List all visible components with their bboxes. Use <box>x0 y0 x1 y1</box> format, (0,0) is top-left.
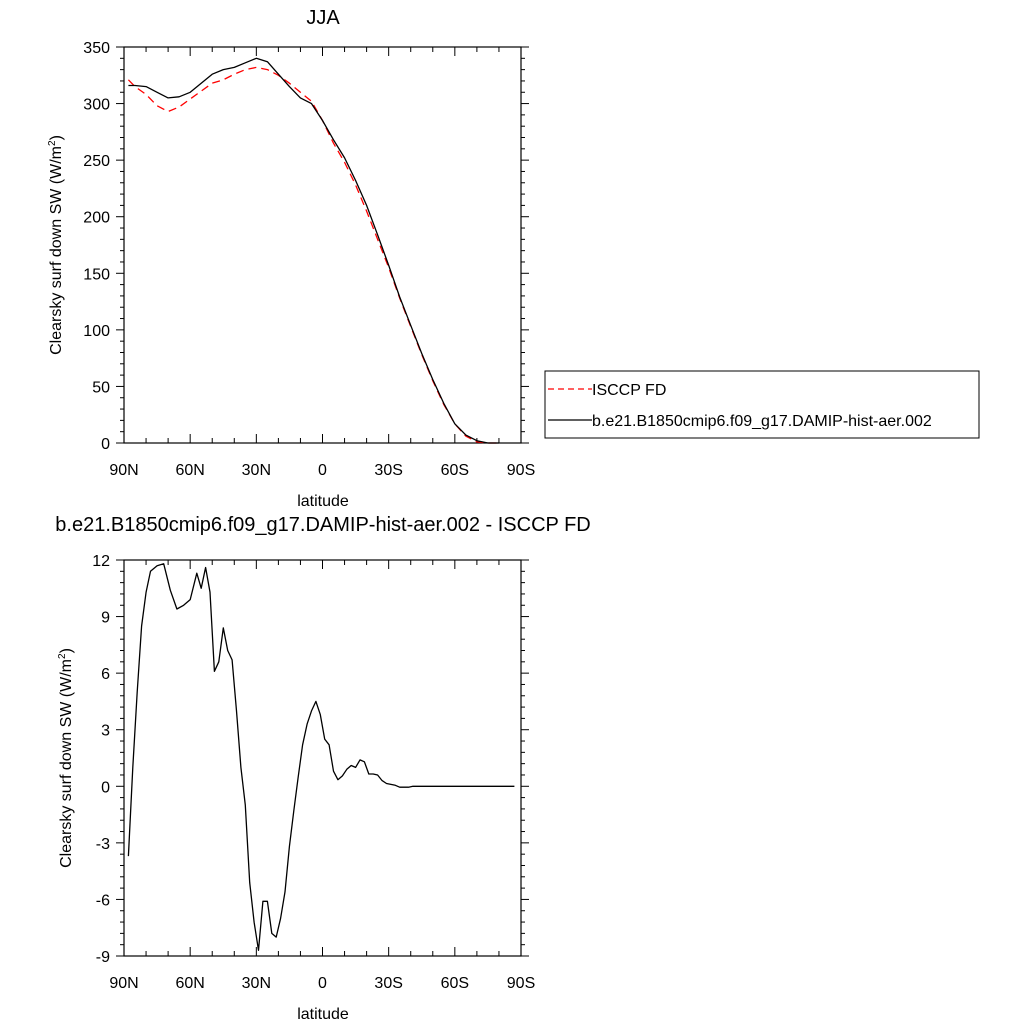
top-plot-frame <box>123 46 522 444</box>
bottom-series-lines <box>127 563 515 951</box>
bottom-y-axis-label: Clearsky surf down SW (W/m2) <box>57 648 75 868</box>
x-tick-label: 60S <box>441 975 469 992</box>
x-tick-label: 60N <box>175 462 204 479</box>
y-tick-label: 12 <box>92 553 110 570</box>
bottom-x-axis-label: latitude <box>297 1006 349 1023</box>
series-line-b-e21-b1850cmip6-f09-g17-damip-hist-aer-002 <box>128 57 499 444</box>
top-chart-title: JJA <box>306 7 340 29</box>
top-ticks <box>116 46 529 444</box>
y-tick-label: 50 <box>92 379 110 396</box>
y-tick-label: 0 <box>101 436 110 453</box>
top-x-axis-label: latitude <box>297 493 349 510</box>
y-tick-label: 0 <box>101 779 110 796</box>
x-tick-label: 0 <box>318 462 327 479</box>
y-tick-label: 3 <box>101 723 110 740</box>
top-tick-labels: 90N 60N 30N 0 30S 60S 90S 0 50 100 150 200 250 300 350 <box>83 40 535 479</box>
bottom-plot-frame <box>123 559 522 957</box>
top-legend: ISCCP FD b.e21.B1850cmip6.f09_g17.DAMIP-… <box>544 370 980 439</box>
x-tick-label: 0 <box>318 975 327 992</box>
bottom-ticks <box>116 559 529 957</box>
bottom-tick-labels: 90N 60N 30N 0 30S 60S 90S -9 -6 -3 0 3 6 9 12 <box>92 553 535 992</box>
y-tick-label: 200 <box>83 210 110 227</box>
x-tick-label: 30N <box>242 975 271 992</box>
y-tick-label: -9 <box>96 949 110 966</box>
x-tick-label: 60N <box>175 975 204 992</box>
x-tick-label: 90N <box>109 462 138 479</box>
legend-label-model: b.e21.B1850cmip6.f09_g17.DAMIP-hist-aer.… <box>592 413 932 430</box>
top-series-lines <box>127 57 499 444</box>
bottom-panel: b.e21.B1850cmip6.f09_g17.DAMIP-hist-aer.… <box>55 514 590 1023</box>
y-tick-label: -3 <box>96 836 110 853</box>
bottom-chart-title: b.e21.B1850cmip6.f09_g17.DAMIP-hist-aer.… <box>55 514 590 536</box>
x-tick-label: 90S <box>507 975 535 992</box>
top-panel: JJA 90N 60N 30N 0 30S 60S 90S 0 50 100 150 200 250 30… <box>47 7 980 510</box>
y-tick-label: 250 <box>83 153 110 170</box>
x-tick-label: 30S <box>374 975 402 992</box>
x-tick-label: 30N <box>242 462 271 479</box>
x-tick-label: 30S <box>374 462 402 479</box>
x-tick-label: 90S <box>507 462 535 479</box>
top-y-axis-label: Clearsky surf down SW (W/m2) <box>47 135 65 355</box>
series-line-isccp-fd <box>127 66 499 444</box>
y-tick-label: 150 <box>83 266 110 283</box>
x-tick-label: 60S <box>441 462 469 479</box>
x-tick-label: 90N <box>109 975 138 992</box>
y-tick-label: 300 <box>83 97 110 114</box>
legend-label-isccp: ISCCP FD <box>592 382 666 399</box>
y-tick-label: -6 <box>96 892 110 909</box>
legend-box <box>544 370 980 439</box>
series-line-difference <box>127 563 515 951</box>
y-tick-label: 6 <box>101 666 110 683</box>
y-tick-label: 9 <box>101 610 110 627</box>
y-tick-label: 100 <box>83 323 110 340</box>
y-tick-label: 350 <box>83 40 110 57</box>
